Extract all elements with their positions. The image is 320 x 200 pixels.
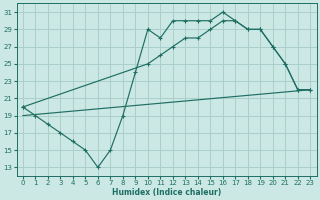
X-axis label: Humidex (Indice chaleur): Humidex (Indice chaleur)	[112, 188, 221, 197]
